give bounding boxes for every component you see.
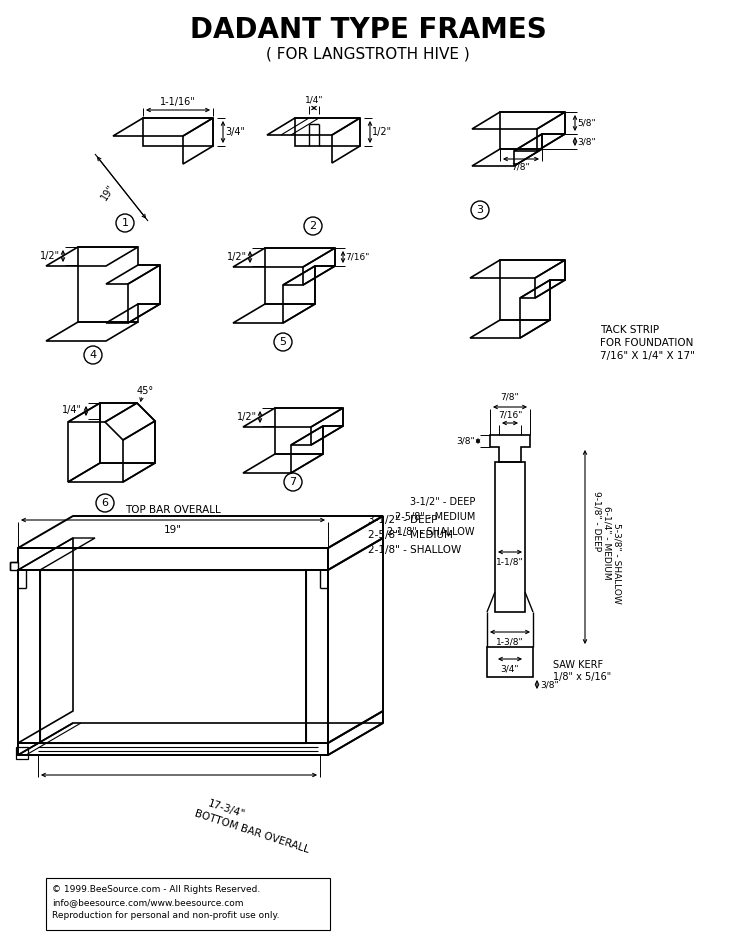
Text: 3-1/2" - DEEP: 3-1/2" - DEEP xyxy=(410,497,475,507)
Text: 2: 2 xyxy=(309,221,316,231)
Text: 2-5/8" - MEDIUM: 2-5/8" - MEDIUM xyxy=(368,530,453,540)
Text: 1/2": 1/2" xyxy=(237,412,257,422)
Text: 1/4": 1/4" xyxy=(62,405,82,415)
Polygon shape xyxy=(10,562,18,570)
Text: 2-1/8" - SHALLOW: 2-1/8" - SHALLOW xyxy=(368,545,461,555)
Text: 17-3/4": 17-3/4" xyxy=(207,798,247,820)
Text: 2-5/8" - MEDIUM: 2-5/8" - MEDIUM xyxy=(394,512,475,522)
Text: 6: 6 xyxy=(102,498,108,508)
Text: 5: 5 xyxy=(280,337,286,347)
Text: FOR FOUNDATION: FOR FOUNDATION xyxy=(600,338,693,348)
Text: 3-1/2" - DEEP: 3-1/2" - DEEP xyxy=(368,515,437,525)
Text: ( FOR LANGSTROTH HIVE ): ( FOR LANGSTROTH HIVE ) xyxy=(266,46,470,61)
FancyBboxPatch shape xyxy=(46,878,330,930)
Text: 7: 7 xyxy=(289,477,297,487)
Text: 3/4": 3/4" xyxy=(500,665,520,673)
Text: 9-1/8" - DEEP: 9-1/8" - DEEP xyxy=(592,491,601,551)
Text: TACK STRIP: TACK STRIP xyxy=(600,325,659,335)
Text: 1/8" x 5/16": 1/8" x 5/16" xyxy=(553,672,612,682)
Text: Reproduction for personal and non-profit use only.: Reproduction for personal and non-profit… xyxy=(52,911,280,920)
Text: 19": 19" xyxy=(164,525,182,535)
Text: 1-1/16": 1-1/16" xyxy=(160,97,196,107)
Text: 7/8": 7/8" xyxy=(512,163,531,171)
Text: 3: 3 xyxy=(476,205,484,215)
Text: 5/8": 5/8" xyxy=(578,118,596,128)
Text: 3/8": 3/8" xyxy=(541,681,559,690)
Text: TOP BAR OVERALL: TOP BAR OVERALL xyxy=(125,505,221,515)
Text: 7/16" X 1/4" X 17": 7/16" X 1/4" X 17" xyxy=(600,351,695,361)
Text: 1/2": 1/2" xyxy=(372,127,392,137)
Text: 4: 4 xyxy=(90,350,96,360)
Text: © 1999.BeeSource.com - All Rights Reserved.: © 1999.BeeSource.com - All Rights Reserv… xyxy=(52,885,261,894)
Text: 7/16": 7/16" xyxy=(498,411,522,419)
Text: DADANT TYPE FRAMES: DADANT TYPE FRAMES xyxy=(190,16,546,44)
Text: 6-1/4" - MEDIUM: 6-1/4" - MEDIUM xyxy=(603,506,612,579)
Text: 1: 1 xyxy=(121,218,129,228)
Text: 7/16": 7/16" xyxy=(344,253,369,261)
Text: 1-1/8": 1-1/8" xyxy=(496,557,524,567)
Text: 1/4": 1/4" xyxy=(305,96,323,104)
Text: 1/2": 1/2" xyxy=(227,252,247,262)
Text: 7/8": 7/8" xyxy=(500,393,520,401)
Text: 3/4": 3/4" xyxy=(225,127,245,137)
Text: info@beesource.com/www.beesource.com: info@beesource.com/www.beesource.com xyxy=(52,898,244,907)
Text: BOTTOM BAR OVERALL: BOTTOM BAR OVERALL xyxy=(193,808,310,855)
Text: 5-3/8" - SHALLOW: 5-3/8" - SHALLOW xyxy=(612,524,621,604)
Text: SAW KERF: SAW KERF xyxy=(553,660,603,670)
Text: 19": 19" xyxy=(99,182,116,202)
Text: 3/8": 3/8" xyxy=(456,436,475,446)
Text: 2-1/8" - SHALLOW: 2-1/8" - SHALLOW xyxy=(387,527,475,537)
Text: 1-3/8": 1-3/8" xyxy=(496,637,524,647)
Text: 1/2": 1/2" xyxy=(40,251,60,261)
Text: 45°: 45° xyxy=(136,386,154,396)
Text: 3/8": 3/8" xyxy=(578,137,596,146)
